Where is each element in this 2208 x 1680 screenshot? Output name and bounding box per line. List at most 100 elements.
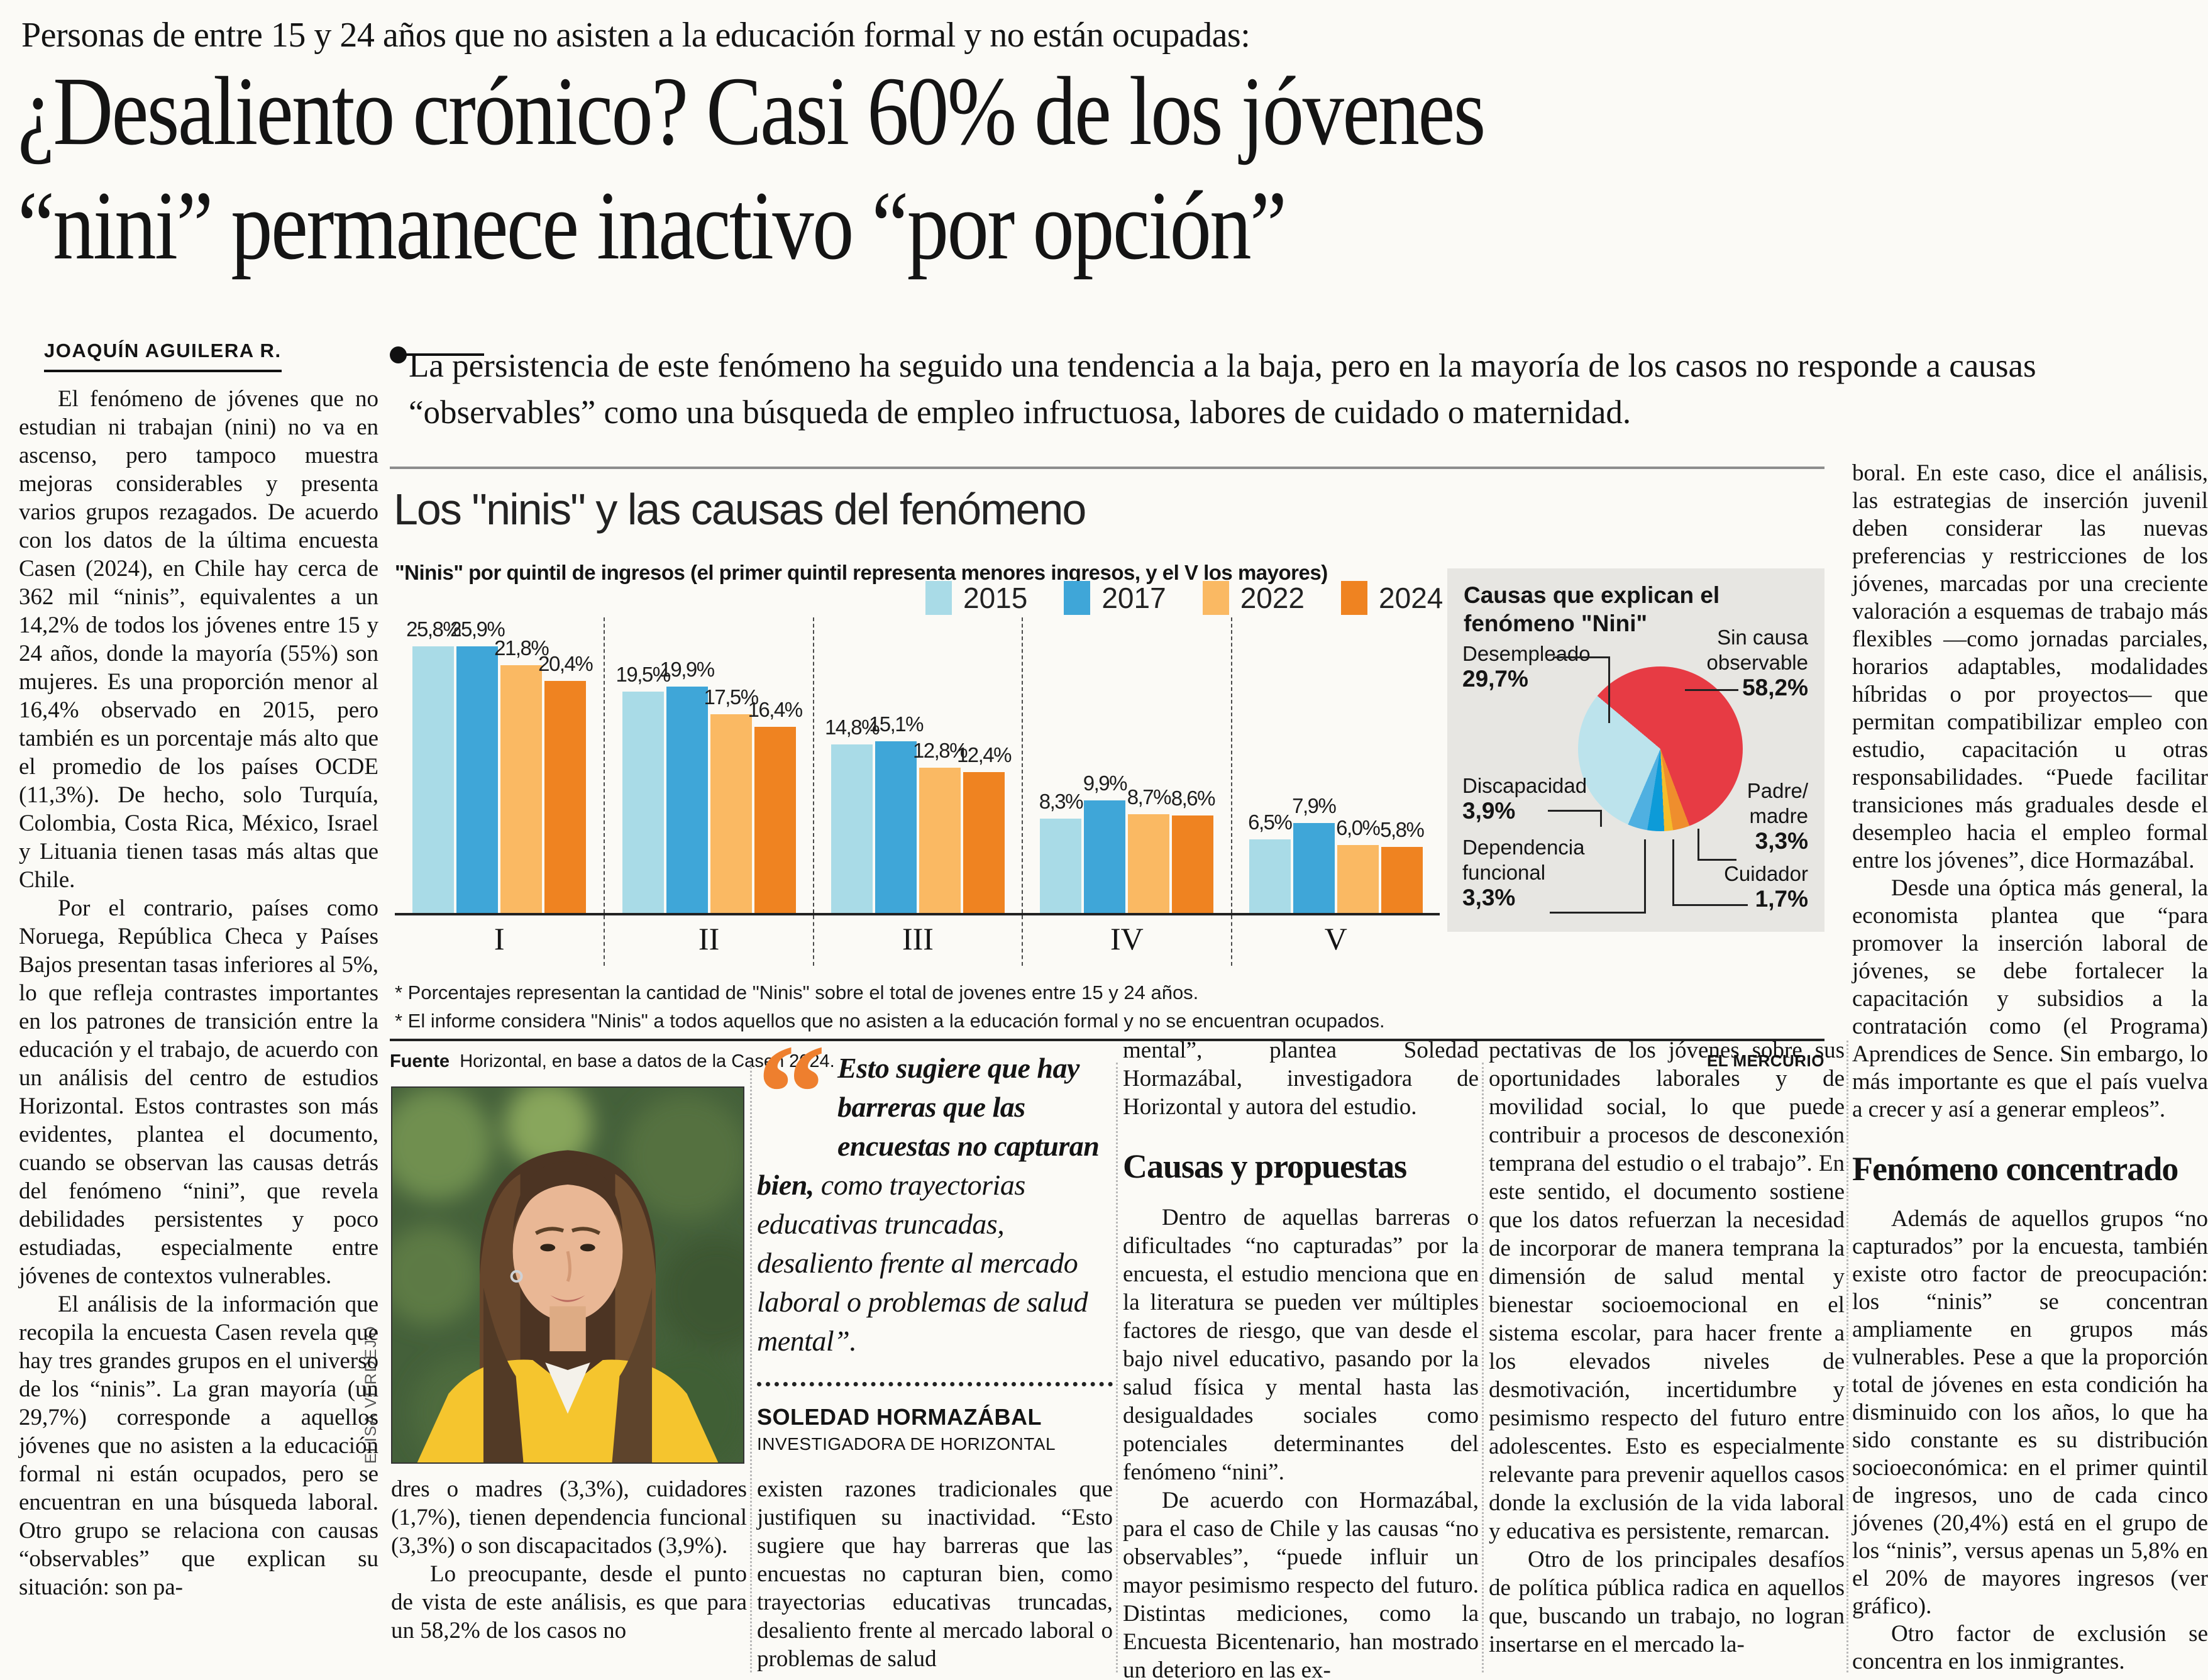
bar-2024: [1381, 847, 1423, 913]
bar-group-III: 14,8% 15,1% 12,8% 12,4%: [812, 617, 1022, 913]
body-paragraph: Además de aquellos grupos “no capturados…: [1852, 1206, 2208, 1619]
body-paragraph: pectativas de los jóvenes sobre sus opor…: [1489, 1037, 1845, 1544]
legend-label: 2017: [1101, 582, 1166, 614]
legend-swatch-icon: [1341, 581, 1368, 615]
body-column-3: existen razones tradicionales que justif…: [757, 1475, 1113, 1673]
bar-value-label: 5,8%: [1380, 818, 1425, 842]
bar-group-II: 19,5% 19,9% 17,5% 16,4%: [604, 617, 812, 913]
bar-value-label: 8,6%: [1171, 786, 1216, 810]
quote-author: SOLEDAD HORMAZÁBAL: [757, 1404, 1042, 1430]
legend-swatch-icon: [1064, 581, 1091, 615]
bar-group-V: 6,5% 7,9% 6,0% 5,8%: [1230, 617, 1440, 913]
section-subhead: Causas y propuestas: [1123, 1147, 1407, 1185]
chart-source: Fuente Horizontal, en base a datos de la…: [390, 1051, 835, 1072]
dotted-divider: [757, 1382, 1113, 1386]
body-paragraph: dres o madres (3,3%), cuidadores (1,7%),…: [391, 1476, 747, 1559]
legend-swatch-icon: [1202, 581, 1229, 615]
bar-value-label: 19,5%: [615, 662, 671, 686]
legend-item-2015: 2015: [925, 581, 1027, 615]
bar-value-label: 12,4%: [956, 743, 1012, 766]
bar-2015: [1249, 839, 1291, 913]
bar-2024: [544, 681, 587, 913]
pie-title: Causas que explican el fenómeno "Nini": [1464, 582, 1720, 636]
bar-2022: [919, 767, 961, 913]
bar-value-label: 14,8%: [824, 716, 880, 739]
legend-item-2022: 2022: [1202, 581, 1305, 615]
bar-2022: [1128, 814, 1170, 913]
leader-line: [1600, 810, 1602, 827]
bar-2015: [622, 691, 664, 913]
bar-value-label: 12,8%: [912, 738, 968, 762]
body-paragraph: De acuerdo con Hormazábal, para el caso …: [1123, 1488, 1479, 1680]
bar-value-label: 9,9%: [1083, 771, 1128, 795]
pull-quote-text: Esto sugiere que hay barreras que las en…: [757, 1052, 1100, 1357]
bar-value-label: 21,8%: [494, 636, 549, 660]
chart-footnote: * El informe considera "Ninis" a todos a…: [395, 1010, 1385, 1032]
x-axis-labels: I II III IV V: [395, 915, 1440, 966]
chart-legend: 2015 2017 2022 2024: [925, 581, 1443, 615]
legend-label: 2022: [1240, 582, 1305, 614]
legend-label: 2015: [963, 582, 1028, 614]
bar-value-label: 25,9%: [450, 617, 505, 641]
bar-value-label: 15,1%: [868, 712, 924, 736]
legend-item-2024: 2024: [1341, 581, 1443, 615]
legend-label: 2024: [1379, 582, 1443, 614]
body-column-5: pectativas de los jóvenes sobre sus opor…: [1489, 1036, 1845, 1659]
pie-label-padre-madre: Padre/ madre 3,3%: [1747, 779, 1808, 854]
bar-value-label: 8,7%: [1127, 785, 1172, 809]
leader-line: [1548, 810, 1601, 812]
chart-footnotes: * Porcentajes representan la cantidad de…: [395, 978, 1385, 1035]
divider: [390, 1039, 1824, 1041]
legend-swatch-icon: [925, 581, 952, 615]
quote-mark-icon: “: [757, 1016, 826, 1169]
byline: JOAQUÍN AGUILERA R.: [44, 340, 282, 372]
body-paragraph: Por el contrario, países como Noruega, R…: [19, 895, 378, 1289]
bar-value-label: 20,4%: [538, 652, 593, 676]
chart-footnote: * Porcentajes representan la cantidad de…: [395, 981, 1199, 1003]
bar-value-label: 19,9%: [660, 658, 715, 682]
pie-label-dependencia-funcional: Dependencia funcional 3,3%: [1462, 836, 1585, 910]
body-column-4: mental”, plantea Soledad Hormazábal, inv…: [1123, 1036, 1479, 1680]
bar-plot: 25,8% 25,9% 21,8% 20,4% 19,5% 19,9% 17,5% 16,4%…: [395, 617, 1440, 915]
body-paragraph: Desde una óptica más general, la economi…: [1852, 875, 2208, 1122]
leader-line: [1550, 912, 1645, 914]
quote-author-role: INVESTIGADORA DE HORIZONTAL: [757, 1434, 1056, 1454]
column-separator: [1116, 1063, 1118, 1672]
pie-label-desempleado: Desempleado 29,7%: [1462, 642, 1591, 692]
bar-2022: [710, 714, 752, 913]
bar-2015: [1040, 818, 1082, 913]
body-paragraph: El fenómeno de jóvenes que no estudian n…: [19, 386, 378, 893]
bar-2024: [1172, 815, 1214, 913]
bar-2022: [1337, 844, 1379, 913]
leader-line: [1685, 689, 1738, 691]
portrait-photo: [391, 1086, 744, 1464]
body-paragraph: existen razones tradicionales que justif…: [757, 1476, 1113, 1672]
pie-panel: Causas que explican el fenómeno "Nini" D…: [1447, 568, 1824, 932]
pull-quote: “ Esto sugiere que hay barreras que las …: [757, 1016, 1113, 1454]
body-paragraph: mental”, plantea Soledad Hormazábal, inv…: [1123, 1037, 1479, 1120]
infographic: Los "ninis" y las causas del fenómeno "N…: [390, 477, 1824, 1093]
bar-2024: [963, 771, 1005, 913]
bar-2017: [456, 646, 499, 913]
body-column-2: dres o madres (3,3%), cuidadores (1,7%),…: [391, 1475, 747, 1645]
bar-value-label: 8,3%: [1039, 789, 1084, 813]
x-axis-label: V: [1230, 915, 1440, 966]
bar-value-label: 16,4%: [748, 697, 803, 721]
pie-label-sin-causa-observable: Sin causa observable 58,2%: [1706, 626, 1808, 700]
legend-item-2017: 2017: [1064, 581, 1166, 615]
leader-line: [1697, 829, 1699, 861]
publisher-credit: EL MERCURIO: [1706, 1051, 1824, 1070]
column-separator: [1482, 1063, 1484, 1672]
headline-line-2: “nini” permanece inactivo “por opción”: [18, 171, 1287, 280]
pie-label-cuidador: Cuidador 1,7%: [1724, 862, 1808, 912]
chart-title: Los "ninis" y las causas del fenómeno: [394, 485, 1086, 534]
portrait-illustration: [392, 1088, 743, 1462]
source-text: Horizontal, en base a datos de la Casen …: [460, 1051, 835, 1071]
bar-value-label: 7,9%: [1292, 794, 1337, 818]
x-axis-label: III: [812, 915, 1022, 966]
x-axis-label: I: [494, 921, 505, 956]
body-column-1: El fenómeno de jóvenes que no estudian n…: [19, 385, 378, 1601]
pie-label-discapacidad: Discapacidad 3,9%: [1462, 774, 1587, 824]
bar-2017: [875, 741, 917, 913]
bar-value-label: 25,8%: [406, 617, 461, 641]
